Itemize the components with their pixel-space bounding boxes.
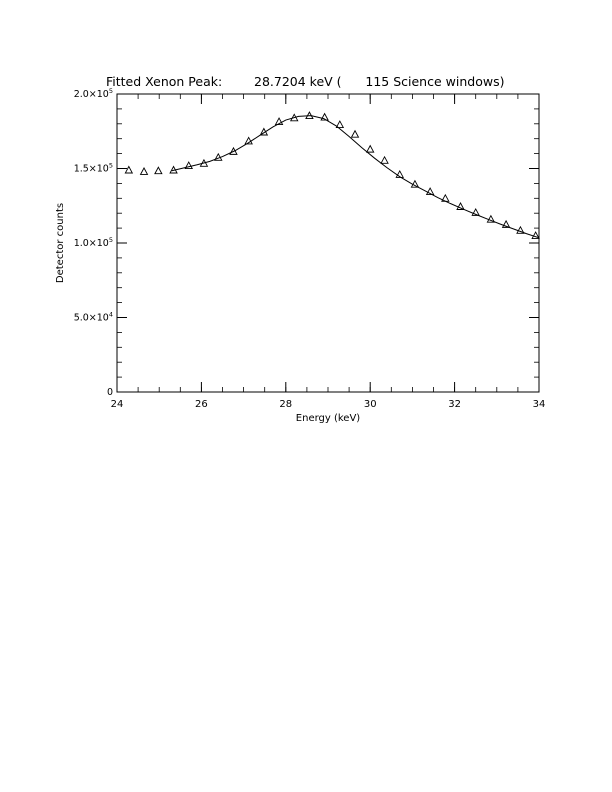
x-tick-label: 32 (448, 399, 461, 410)
data-point (335, 120, 345, 129)
y-minor-ticks (117, 93, 539, 393)
data-point (154, 166, 163, 175)
data-points (124, 111, 540, 240)
data-point (289, 113, 299, 122)
fit-curve (171, 115, 540, 239)
chart-title: Fitted Xenon Peak: 28.7204 keV ( 115 Sci… (106, 74, 504, 89)
data-point (410, 179, 420, 188)
x-tick-labels: 24 26 28 30 32 34 (111, 399, 546, 410)
y-tick-label: 0 (107, 387, 113, 398)
data-point (395, 170, 404, 178)
x-tick-label: 30 (364, 399, 377, 410)
x-axis-label: Energy (keV) (296, 413, 361, 424)
y-tick-label: 2.0×105 (74, 87, 113, 100)
plot-frame (116, 93, 540, 393)
data-point (380, 155, 389, 164)
data-point (516, 225, 525, 234)
y-tick-label: 1.0×105 (74, 236, 113, 249)
y-axis-label: Detector counts (55, 203, 66, 283)
y-major-ticks (117, 93, 539, 393)
data-point (456, 202, 465, 210)
x-major-ticks (116, 94, 540, 392)
data-point (124, 165, 134, 174)
data-point (365, 144, 375, 153)
data-point (441, 193, 450, 202)
data-point (320, 112, 329, 121)
data-point (350, 129, 360, 138)
y-tick-labels: 0 5.0×104 1.0×105 1.5×105 2.0×105 (74, 87, 113, 398)
data-point (199, 158, 209, 167)
y-tick-label: 1.5×105 (74, 162, 113, 175)
data-point (259, 127, 269, 136)
x-tick-label: 34 (533, 399, 546, 410)
x-minor-ticks (116, 94, 540, 392)
data-point (244, 136, 253, 145)
data-point (184, 161, 193, 169)
x-tick-label: 28 (279, 399, 292, 410)
data-point (229, 146, 238, 155)
y-tick-label: 5.0×104 (74, 311, 113, 324)
data-point (169, 165, 178, 174)
x-tick-label: 24 (111, 399, 124, 410)
data-point (486, 214, 496, 223)
data-point (139, 167, 149, 175)
data-point (471, 208, 480, 216)
data-point (305, 111, 314, 120)
x-tick-label: 26 (195, 399, 208, 410)
data-point (425, 187, 435, 196)
data-point (531, 231, 540, 240)
data-point (501, 219, 511, 228)
data-point (274, 117, 284, 126)
data-point (214, 152, 223, 161)
